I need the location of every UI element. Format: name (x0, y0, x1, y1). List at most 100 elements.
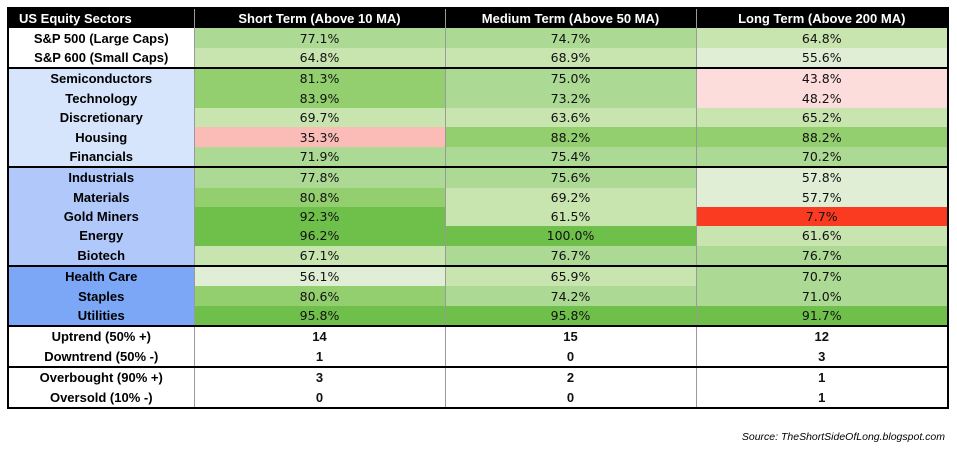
sector-breadth-table: US Equity Sectors Short Term (Above 10 M… (7, 7, 949, 409)
short-term-value: 96.2% (193, 226, 446, 246)
medium-term-value: 88.2% (444, 127, 697, 147)
medium-term-count: 15 (444, 326, 697, 347)
sector-label: Financials (7, 146, 195, 169)
short-term-value: 77.1% (193, 28, 446, 48)
short-term-count: 3 (193, 367, 446, 388)
long-term-value: 64.8% (695, 28, 949, 48)
sector-label: Gold Miners (7, 206, 195, 227)
header-long-term: Long Term (Above 200 MA) (695, 8, 949, 29)
short-term-value: 64.8% (193, 47, 446, 70)
source-note: Source: TheShortSideOfLong.blogspot.com (741, 431, 945, 443)
long-term-value: 76.7% (695, 245, 949, 268)
summary-row: Downtrend (50% -) 1 0 3 (7, 346, 949, 369)
summary-row: Overbought (90% +) 3 2 1 (7, 367, 949, 388)
long-term-value: 55.6% (695, 47, 949, 70)
medium-term-value: 76.7% (444, 245, 697, 268)
sector-label: S&P 600 (Small Caps) (7, 47, 195, 70)
sector-label: Staples (7, 286, 195, 306)
long-term-value: 65.2% (695, 107, 949, 128)
medium-term-count: 0 (444, 346, 697, 369)
header-short-term: Short Term (Above 10 MA) (193, 8, 446, 29)
medium-term-value: 74.7% (444, 28, 697, 48)
short-term-count: 1 (193, 346, 446, 369)
short-term-value: 56.1% (193, 266, 446, 287)
medium-term-value: 73.2% (444, 88, 697, 108)
sector-label: Materials (7, 187, 195, 207)
sector-label: Health Care (7, 266, 195, 287)
sector-label: Technology (7, 88, 195, 108)
short-term-value: 83.9% (193, 88, 446, 108)
table-row: S&P 500 (Large Caps) 77.1% 74.7% 64.8% (7, 28, 949, 48)
short-term-count: 0 (193, 387, 446, 408)
header-medium-term: Medium Term (Above 50 MA) (444, 8, 697, 29)
short-term-value: 35.3% (193, 127, 446, 147)
table-row: Housing 35.3% 88.2% 88.2% (7, 127, 949, 147)
short-term-value: 80.6% (193, 286, 446, 306)
long-term-value: 71.0% (695, 286, 949, 306)
sector-rows: S&P 500 (Large Caps) 77.1% 74.7% 64.8% S&P 6… (7, 28, 949, 328)
sector-label: S&P 500 (Large Caps) (7, 28, 195, 48)
sector-label: Industrials (7, 167, 195, 188)
long-term-count: 1 (695, 387, 949, 408)
short-term-value: 92.3% (193, 206, 446, 227)
short-term-value: 71.9% (193, 146, 446, 169)
table-row: Utilities 95.8% 95.8% 91.7% (7, 305, 949, 328)
table-row: Energy 96.2% 100.0% 61.6% (7, 226, 949, 246)
long-term-value: 61.6% (695, 226, 949, 246)
summary-row: Oversold (10% -) 0 0 1 (7, 387, 949, 408)
table-row: Health Care 56.1% 65.9% 70.7% (7, 266, 949, 287)
sector-label: Biotech (7, 245, 195, 268)
medium-term-value: 74.2% (444, 286, 697, 306)
sector-label: Semiconductors (7, 68, 195, 89)
medium-term-count: 2 (444, 367, 697, 388)
sector-label: Utilities (7, 305, 195, 328)
sector-label: Housing (7, 127, 195, 147)
table-row: Industrials 77.8% 75.6% 57.8% (7, 167, 949, 188)
short-term-value: 95.8% (193, 305, 446, 328)
summary-label: Downtrend (50% -) (7, 346, 195, 369)
long-term-count: 12 (695, 326, 949, 347)
summary-row: Uptrend (50% +) 14 15 12 (7, 326, 949, 347)
table-row: Semiconductors 81.3% 75.0% 43.8% (7, 68, 949, 89)
table-row: Gold Miners 92.3% 61.5% 7.7% (7, 206, 949, 227)
long-term-value: 43.8% (695, 68, 949, 89)
short-term-value: 77.8% (193, 167, 446, 188)
medium-term-value: 100.0% (444, 226, 697, 246)
short-term-value: 67.1% (193, 245, 446, 268)
table-row: Biotech 67.1% 76.7% 76.7% (7, 245, 949, 268)
short-term-value: 69.7% (193, 107, 446, 128)
short-term-count: 14 (193, 326, 446, 347)
long-term-value: 48.2% (695, 88, 949, 108)
medium-term-value: 65.9% (444, 266, 697, 287)
long-term-value: 91.7% (695, 305, 949, 328)
short-term-value: 81.3% (193, 68, 446, 89)
long-term-count: 3 (695, 346, 949, 369)
header-row: US Equity Sectors Short Term (Above 10 M… (7, 8, 949, 29)
long-term-value: 70.7% (695, 266, 949, 287)
table-row: Materials 80.8% 69.2% 57.7% (7, 187, 949, 207)
table-row: Staples 80.6% 74.2% 71.0% (7, 286, 949, 306)
long-term-value: 7.7% (695, 206, 949, 227)
header-sectors: US Equity Sectors (7, 8, 195, 29)
table-row: S&P 600 (Small Caps) 64.8% 68.9% 55.6% (7, 47, 949, 70)
medium-term-value: 75.0% (444, 68, 697, 89)
long-term-value: 57.7% (695, 187, 949, 207)
table-row: Discretionary 69.7% 63.6% 65.2% (7, 107, 949, 128)
summary-label: Uptrend (50% +) (7, 326, 195, 347)
sector-label: Energy (7, 226, 195, 246)
short-term-value: 80.8% (193, 187, 446, 207)
summary-label: Oversold (10% -) (7, 387, 195, 408)
medium-term-value: 63.6% (444, 107, 697, 128)
medium-term-value: 68.9% (444, 47, 697, 70)
table-row: Financials 71.9% 75.4% 70.2% (7, 146, 949, 169)
medium-term-value: 69.2% (444, 187, 697, 207)
long-term-value: 57.8% (695, 167, 949, 188)
medium-term-value: 95.8% (444, 305, 697, 328)
medium-term-value: 75.6% (444, 167, 697, 188)
long-term-count: 1 (695, 367, 949, 388)
long-term-value: 88.2% (695, 127, 949, 147)
medium-term-count: 0 (444, 387, 697, 408)
summary-label: Overbought (90% +) (7, 367, 195, 388)
long-term-value: 70.2% (695, 146, 949, 169)
medium-term-value: 61.5% (444, 206, 697, 227)
